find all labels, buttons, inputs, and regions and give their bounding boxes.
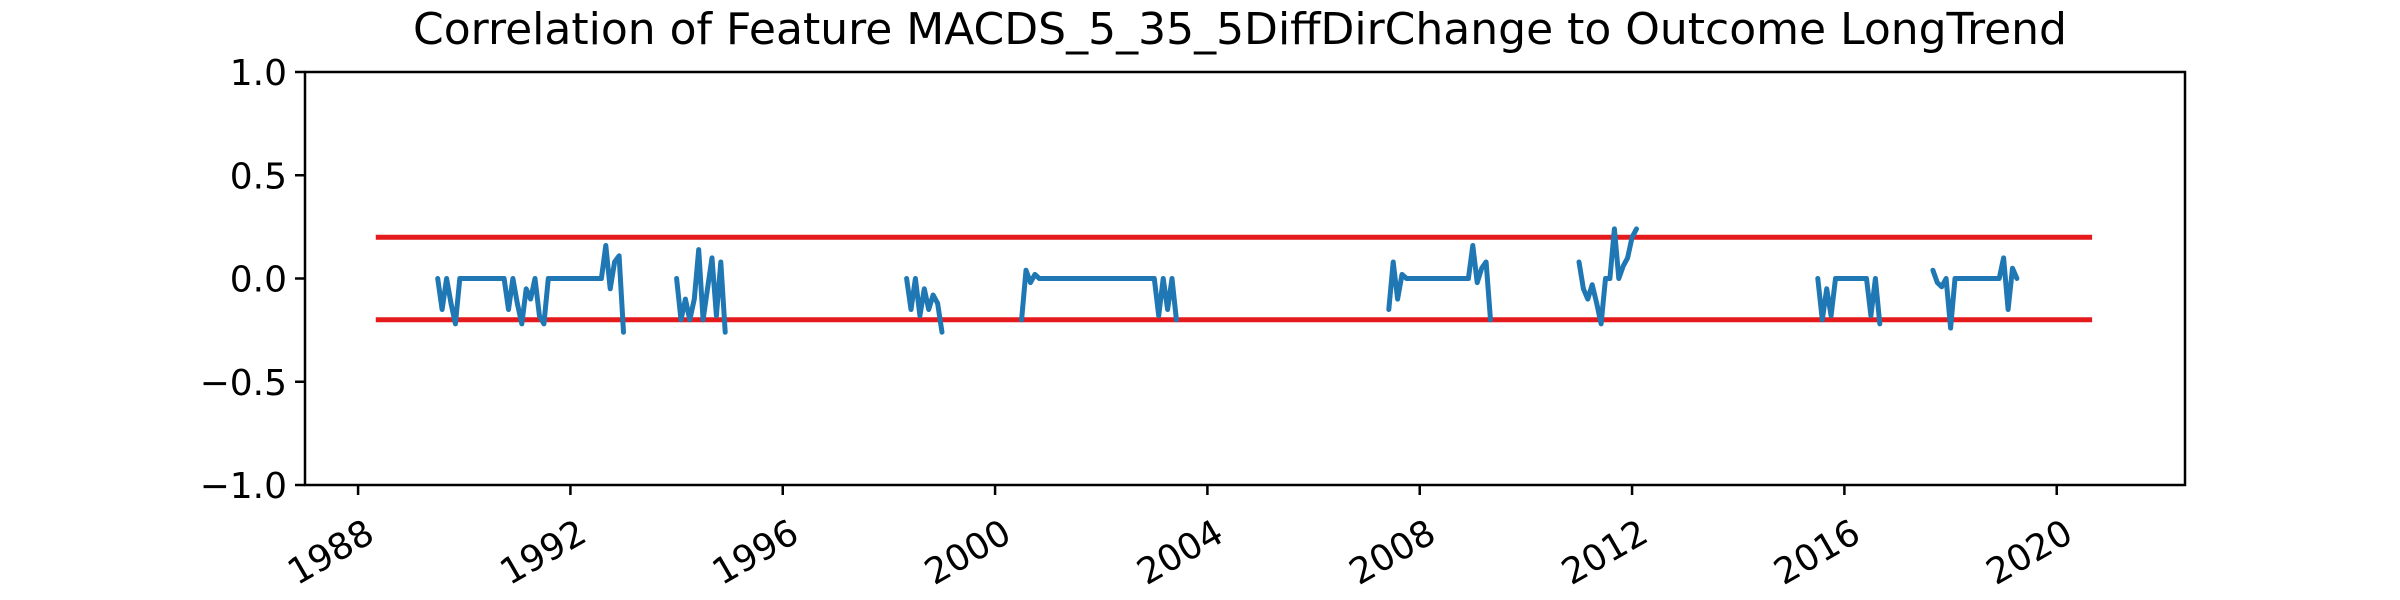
- series-line-segment: [1815, 276, 1883, 327]
- x-tick-label: 2012: [1555, 512, 1655, 593]
- chart-title: Correlation of Feature MACDS_5_35_5DiffD…: [413, 4, 2067, 55]
- series-line-segment: [674, 247, 728, 335]
- x-tick-label: 1996: [706, 512, 806, 593]
- series-line-segment: [1576, 226, 1639, 327]
- series-line-segment: [1386, 243, 1493, 323]
- x-tick-label: 2008: [1343, 512, 1443, 593]
- y-tick-label: −1.0: [200, 466, 287, 507]
- y-tick-label: 1.0: [230, 53, 287, 94]
- x-tick-label: 2004: [1130, 512, 1230, 593]
- series-layer: [435, 226, 2020, 335]
- y-tick-label: 0.5: [230, 156, 287, 197]
- x-tick-label: 1988: [281, 512, 381, 593]
- series-line-segment: [904, 276, 945, 335]
- series-line-segment: [435, 243, 626, 335]
- x-tick-label: 2000: [918, 512, 1018, 593]
- tick-layer: −1.0 −0.5 0.0 0.5 1.0 1988 1992 1996 2000 2004 200…: [200, 53, 2080, 594]
- x-tick-label: 2020: [1980, 512, 2080, 593]
- y-tick-label: 0.0: [230, 260, 287, 301]
- x-tick-label: 2016: [1767, 512, 1867, 593]
- series-line-segment: [1019, 267, 1179, 323]
- series-line-segment: [1930, 255, 2020, 331]
- y-tick-label: −0.5: [200, 363, 287, 404]
- x-tick-label: 1992: [493, 512, 593, 593]
- threshold-layer: [375, 234, 2093, 323]
